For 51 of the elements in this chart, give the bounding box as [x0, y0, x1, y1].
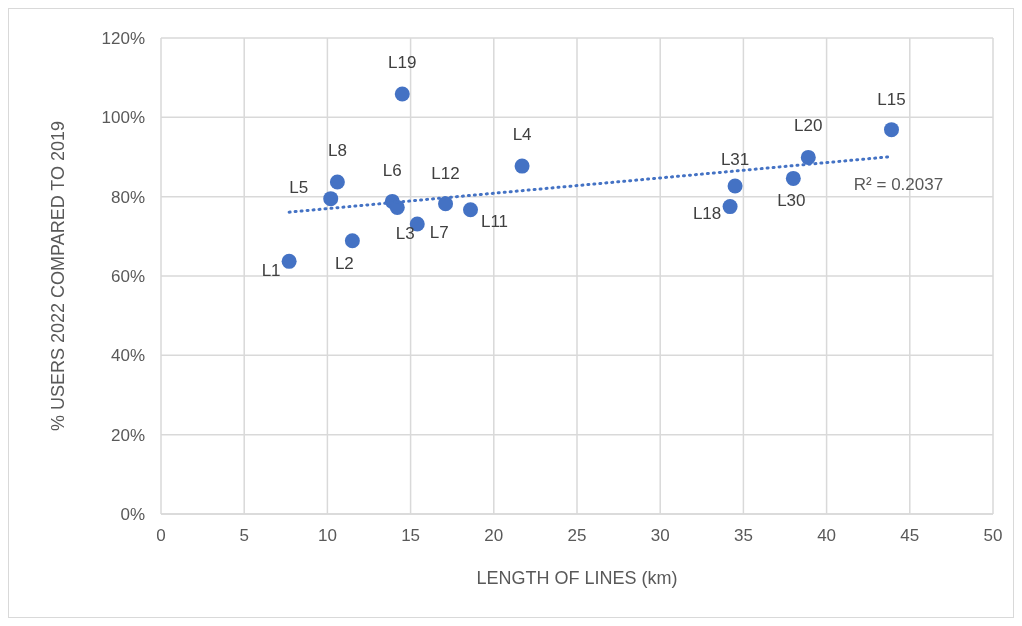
annotation: L30 [777, 191, 806, 211]
annotation: L1 [261, 261, 281, 281]
point [344, 233, 360, 249]
x-tick-label: 10 [317, 526, 337, 545]
point [785, 170, 801, 186]
annotation: L15 [877, 89, 906, 109]
annotation: L11 [480, 211, 509, 231]
point [727, 178, 743, 194]
x-tick-label: 35 [733, 526, 753, 545]
annotation: L18 [692, 203, 722, 223]
annotation: L8 [327, 140, 347, 160]
annotation: L19 [388, 52, 417, 72]
annotation: L7 [429, 222, 449, 242]
x-tick-label: 0 [156, 526, 166, 545]
y-tick-label: 120% [101, 28, 145, 48]
point [329, 174, 345, 190]
annotation: L6 [382, 161, 402, 181]
y-tick-label: 60% [110, 266, 145, 286]
point [463, 202, 478, 218]
annotation: L12 [431, 163, 460, 183]
x-tick-label: 40 [817, 526, 837, 545]
annotation: R² = 0.2037 [853, 174, 944, 194]
y-axis-title: % USERS 2022 COMPARED TO 2019 [48, 120, 68, 432]
annotation: L4 [512, 125, 532, 145]
x-tick-label: 50 [983, 526, 1003, 545]
x-tick-label: 15 [401, 526, 421, 545]
point [389, 199, 405, 215]
x-tick-label: 45 [900, 526, 920, 545]
annotation: L5 [289, 177, 309, 197]
x-tick-label: 30 [650, 526, 670, 545]
annotation: L31 [720, 149, 750, 169]
point [722, 199, 738, 215]
annotation: L20 [794, 116, 823, 136]
y-tick-label: 40% [110, 346, 145, 366]
point [394, 86, 410, 102]
annotation: L3 [395, 224, 415, 244]
x-tick-label: 25 [567, 526, 587, 545]
point [514, 158, 530, 174]
point [438, 196, 454, 212]
point [800, 149, 816, 165]
y-tick-label: 0% [120, 504, 145, 524]
y-tick-label: 20% [110, 425, 145, 445]
point [281, 253, 297, 269]
point [323, 191, 339, 207]
x-tick-label: 5 [239, 526, 249, 545]
x-axis-title: LENGTH OF LINES (km) [476, 568, 678, 588]
y-tick-label: 100% [101, 108, 145, 128]
y-tick-label: 80% [110, 187, 145, 207]
annotation: L2 [334, 253, 354, 273]
point [884, 122, 899, 138]
x-tick-label: 20 [484, 526, 504, 545]
